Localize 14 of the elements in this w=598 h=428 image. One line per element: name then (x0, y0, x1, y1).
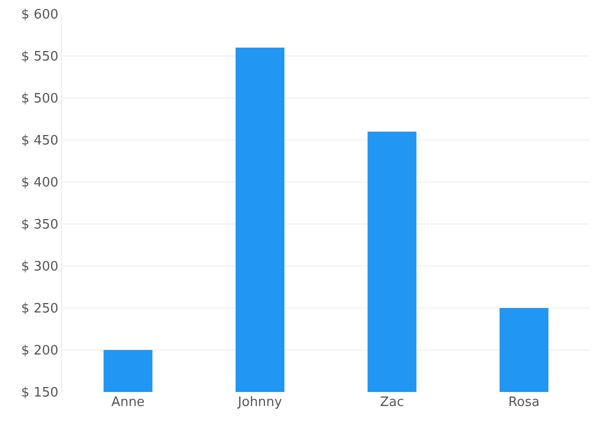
y-tick-label: $ 500 (21, 92, 58, 107)
x-tick-label: Zac (380, 395, 404, 410)
x-tick-label: Johnny (236, 395, 282, 410)
y-tick-label: $ 150 (21, 386, 58, 401)
y-tick-label: $ 200 (21, 344, 58, 359)
y-tick-label: $ 350 (21, 218, 58, 233)
x-tick-label: Rosa (508, 395, 540, 410)
y-tick-label: $ 400 (21, 176, 58, 191)
y-tick-label: $ 550 (21, 50, 58, 65)
y-tick-label: $ 300 (21, 260, 58, 275)
y-tick-label: $ 450 (21, 134, 58, 149)
y-tick-label: $ 600 (21, 8, 58, 23)
x-tick-label: Anne (111, 395, 145, 410)
y-tick-label: $ 250 (21, 302, 58, 317)
